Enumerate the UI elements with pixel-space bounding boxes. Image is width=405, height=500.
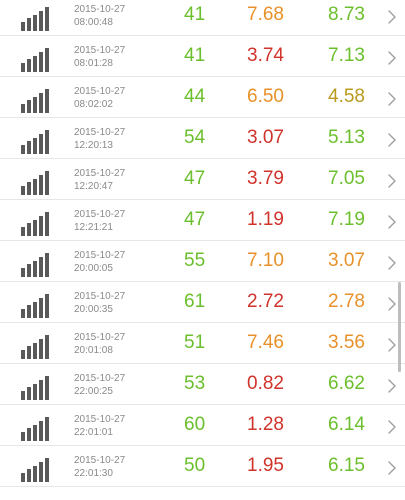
signal-bars-icon: [21, 294, 53, 318]
row-date: 2015-10-27: [74, 332, 126, 343]
list-item[interactable]: 2015-10-27 12:20:13 54 3.07 5.13: [0, 118, 405, 159]
signal-bars-icon: [21, 171, 53, 195]
chevron-right-icon[interactable]: [387, 174, 397, 188]
row-value-2: 0.82: [247, 373, 284, 394]
row-value-3: 7.19: [328, 209, 365, 230]
chevron-right-icon[interactable]: [387, 297, 397, 311]
row-value-1: 41: [184, 45, 206, 66]
signal-bars-icon: [21, 253, 53, 277]
list-item[interactable]: 2015-10-27 20:01:08 51 7.46 3.56: [0, 323, 405, 364]
row-value-2: 7.68: [247, 4, 284, 25]
row-time: 20:00:05: [74, 263, 113, 274]
list-item[interactable]: 2015-10-27 08:00:48 41 7.68 8.73: [0, 0, 405, 36]
signal-bars-icon: [21, 7, 53, 31]
scrollbar[interactable]: [398, 282, 401, 372]
row-time: 12:21:21: [74, 222, 113, 233]
signal-bars-icon: [21, 48, 53, 72]
row-value-3: 7.13: [328, 45, 365, 66]
row-value-2: 1.28: [247, 414, 284, 435]
row-time: 12:20:47: [74, 181, 113, 192]
row-date: 2015-10-27: [74, 414, 126, 425]
row-time: 12:20:13: [74, 140, 113, 151]
signal-bars-icon: [21, 458, 53, 482]
chevron-right-icon[interactable]: [387, 92, 397, 106]
row-date: 2015-10-27: [74, 291, 126, 302]
row-value-1: 61: [184, 291, 206, 312]
row-value-1: 60: [184, 414, 206, 435]
row-date: 2015-10-27: [74, 250, 126, 261]
list-item[interactable]: 2015-10-27 12:20:47 47 3.79 7.05: [0, 159, 405, 200]
list-item[interactable]: 2015-10-27 12:21:21 47 1.19 7.19: [0, 200, 405, 241]
row-value-3: 8.73: [328, 4, 365, 25]
row-value-2: 3.07: [247, 127, 284, 148]
list-item[interactable]: 2015-10-27 22:01:30 50 1.95 6.15: [0, 446, 405, 487]
row-value-1: 44: [184, 86, 206, 107]
list-item[interactable]: 2015-10-27 22:00:25 53 0.82 6.62: [0, 364, 405, 405]
results-list: 2015-10-27 08:00:48 41 7.68 8.73 2015-10…: [0, 0, 405, 487]
row-time: 08:00:48: [74, 17, 113, 28]
row-time: 08:01:28: [74, 58, 113, 69]
row-date: 2015-10-27: [74, 373, 126, 384]
row-date: 2015-10-27: [74, 168, 126, 179]
signal-bars-icon: [21, 417, 53, 441]
row-date: 2015-10-27: [74, 455, 126, 466]
row-value-2: 3.79: [247, 168, 284, 189]
row-time: 20:00:35: [74, 304, 113, 315]
row-value-2: 6.50: [247, 86, 284, 107]
chevron-right-icon[interactable]: [387, 10, 397, 24]
row-value-3: 3.56: [328, 332, 365, 353]
chevron-right-icon[interactable]: [387, 133, 397, 147]
row-value-2: 7.46: [247, 332, 284, 353]
row-value-1: 51: [184, 332, 206, 353]
row-date: 2015-10-27: [74, 4, 126, 15]
list-item[interactable]: 2015-10-27 20:00:05 55 7.10 3.07: [0, 241, 405, 282]
row-date: 2015-10-27: [74, 209, 126, 220]
signal-bars-icon: [21, 335, 53, 359]
row-date: 2015-10-27: [74, 45, 126, 56]
list-item[interactable]: 2015-10-27 08:02:02 44 6.50 4.58: [0, 77, 405, 118]
row-value-3: 2.78: [328, 291, 365, 312]
row-value-2: 1.19: [247, 209, 284, 230]
row-value-1: 41: [184, 4, 206, 25]
chevron-right-icon[interactable]: [387, 379, 397, 393]
row-time: 22:01:30: [74, 468, 113, 479]
chevron-right-icon[interactable]: [387, 256, 397, 270]
row-time: 22:01:01: [74, 427, 113, 438]
signal-bars-icon: [21, 89, 53, 113]
row-value-1: 47: [184, 168, 206, 189]
row-value-2: 3.74: [247, 45, 284, 66]
signal-bars-icon: [21, 212, 53, 236]
row-value-1: 53: [184, 373, 206, 394]
list-item[interactable]: 2015-10-27 22:01:01 60 1.28 6.14: [0, 405, 405, 446]
row-value-1: 50: [184, 455, 206, 476]
row-date: 2015-10-27: [74, 86, 126, 97]
row-value-2: 7.10: [247, 250, 284, 271]
row-value-3: 6.62: [328, 373, 365, 394]
row-time: 08:02:02: [74, 99, 113, 110]
row-value-1: 55: [184, 250, 206, 271]
row-value-3: 4.58: [328, 86, 365, 107]
row-value-2: 1.95: [247, 455, 284, 476]
chevron-right-icon[interactable]: [387, 420, 397, 434]
chevron-right-icon[interactable]: [387, 215, 397, 229]
row-value-3: 7.05: [328, 168, 365, 189]
row-value-3: 6.15: [328, 455, 365, 476]
chevron-right-icon[interactable]: [387, 338, 397, 352]
list-item[interactable]: 2015-10-27 20:00:35 61 2.72 2.78: [0, 282, 405, 323]
row-value-3: 3.07: [328, 250, 365, 271]
row-value-3: 6.14: [328, 414, 365, 435]
row-date: 2015-10-27: [74, 127, 126, 138]
row-time: 22:00:25: [74, 386, 113, 397]
row-value-1: 47: [184, 209, 206, 230]
row-value-3: 5.13: [328, 127, 365, 148]
row-value-1: 54: [184, 127, 206, 148]
signal-bars-icon: [21, 376, 53, 400]
row-value-2: 2.72: [247, 291, 284, 312]
chevron-right-icon[interactable]: [387, 461, 397, 475]
chevron-right-icon[interactable]: [387, 51, 397, 65]
row-time: 20:01:08: [74, 345, 113, 356]
list-item[interactable]: 2015-10-27 08:01:28 41 3.74 7.13: [0, 36, 405, 77]
signal-bars-icon: [21, 130, 53, 154]
